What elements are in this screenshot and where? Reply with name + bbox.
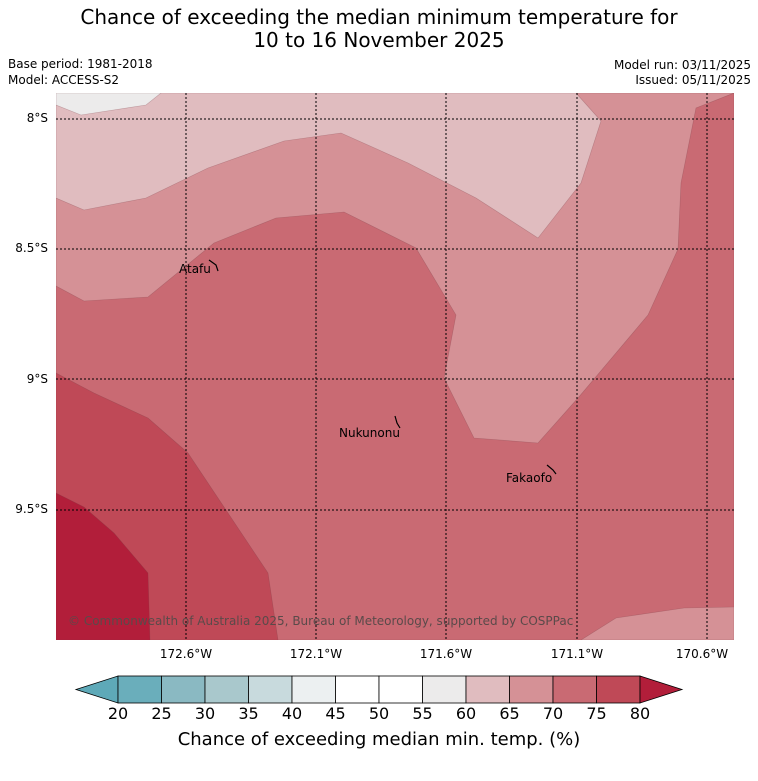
lon-label-170-6w: 170.6°W <box>675 647 729 661</box>
colorbar-segment <box>117 675 162 704</box>
colorbar-segment <box>378 675 423 704</box>
lat-label-8-5s: 8.5°S <box>15 241 48 255</box>
colorbar-tick-label: 40 <box>281 704 303 723</box>
lon-label-171-1w: 171.1°W <box>550 647 604 661</box>
base-period-label: Base period: 1981-2018 <box>8 57 153 71</box>
place-label-atafu: Atafu <box>179 262 211 276</box>
lat-label-9s: 9°S <box>26 372 48 386</box>
atafu-atoll-outline <box>208 259 219 272</box>
band-80-plus <box>56 492 151 640</box>
colorbar-segment <box>422 675 467 704</box>
colorbar-tick-label: 30 <box>194 704 216 723</box>
colorbar-tick-label: 55 <box>412 704 433 723</box>
colorbar-tick-label: 45 <box>325 704 346 723</box>
band-70-75-main <box>56 93 734 640</box>
band-60-65-north <box>56 93 602 239</box>
colorbar-segment <box>335 675 380 704</box>
colorbar-tick-label: 35 <box>238 704 259 723</box>
lon-label-172-6w: 172.6°W <box>159 647 213 661</box>
map-canvas <box>56 93 734 640</box>
fakaofo-atoll-outline <box>546 464 557 475</box>
place-label-fakaofo: Fakaofo <box>506 471 553 485</box>
colorbar-tick-label: 75 <box>586 704 607 723</box>
copyright-notice: © Commonwealth of Australia 2025, Bureau… <box>68 614 574 628</box>
gridlines <box>56 93 734 640</box>
model-run-label: Model run: 03/11/2025 <box>613 58 751 72</box>
place-label-nukunonu: Nukunonu <box>339 426 400 440</box>
colorbar-tick-label: 60 <box>455 704 477 723</box>
lon-label-172-1w: 172.1°W <box>289 647 343 661</box>
colorbar-segment <box>552 675 597 704</box>
nukunonu-atoll-outline <box>394 415 401 429</box>
colorbar-segment <box>596 675 641 704</box>
issued-label: Issued: 05/11/2025 <box>635 73 751 87</box>
forecast-map: © Commonwealth of Australia 2025, Bureau… <box>56 93 734 640</box>
colorbar-segment <box>161 675 206 704</box>
colorbar-extend-high <box>639 675 684 704</box>
lat-label-8s: 8°S <box>26 111 48 125</box>
colorbar-tick-label: 70 <box>542 704 564 723</box>
colorbar-segment <box>248 675 293 704</box>
colorbar-tick-label: 25 <box>151 704 172 723</box>
lat-label-9-5s: 9.5°S <box>15 502 48 516</box>
colorbar-segment <box>291 675 336 704</box>
colorbar-segment <box>465 675 510 704</box>
colorbar-title: Chance of exceeding median min. temp. (%… <box>177 729 581 750</box>
colorbar-tick-label: 65 <box>499 704 520 723</box>
colorbar-segment <box>204 675 249 704</box>
colorbar-tick-label: 20 <box>107 704 129 723</box>
colorbar-extend-low <box>74 675 119 704</box>
band-45-55-corner <box>56 93 162 116</box>
colorbar-segment <box>509 675 554 704</box>
map-title-line2: 10 to 16 November 2025 <box>253 28 505 52</box>
model-label: Model: ACCESS-S2 <box>8 73 120 87</box>
map-title-line1: Chance of exceeding the median minimum t… <box>80 5 678 29</box>
colorbar-tick-label: 80 <box>629 704 651 723</box>
colorbar-tick-label: 50 <box>368 704 390 723</box>
lon-label-171-6w: 171.6°W <box>419 647 473 661</box>
